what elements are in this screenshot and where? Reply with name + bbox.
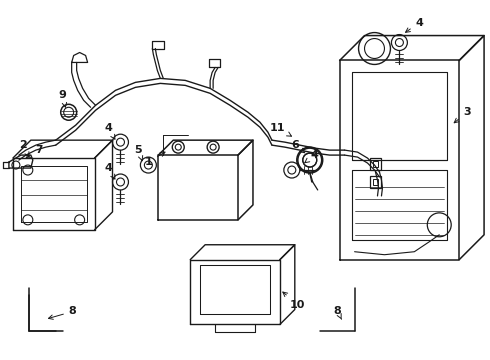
Bar (372, 161, 378, 167)
Text: 5: 5 (135, 145, 143, 161)
Text: 9: 9 (59, 90, 67, 107)
Text: 10: 10 (283, 292, 305, 310)
Text: 4: 4 (406, 18, 423, 32)
Text: 6: 6 (291, 140, 305, 153)
Text: 2: 2 (19, 140, 29, 157)
Bar (372, 179, 378, 185)
Text: 1: 1 (145, 152, 165, 167)
Text: 4: 4 (305, 150, 318, 163)
Bar (369, 176, 382, 188)
Text: 4: 4 (104, 123, 115, 139)
Text: 4: 4 (104, 163, 115, 179)
Text: 7: 7 (26, 145, 43, 158)
Text: 11: 11 (270, 123, 292, 136)
Text: 8: 8 (49, 306, 76, 319)
Bar (369, 158, 382, 170)
Text: 8: 8 (334, 306, 342, 319)
Text: 3: 3 (454, 107, 471, 123)
